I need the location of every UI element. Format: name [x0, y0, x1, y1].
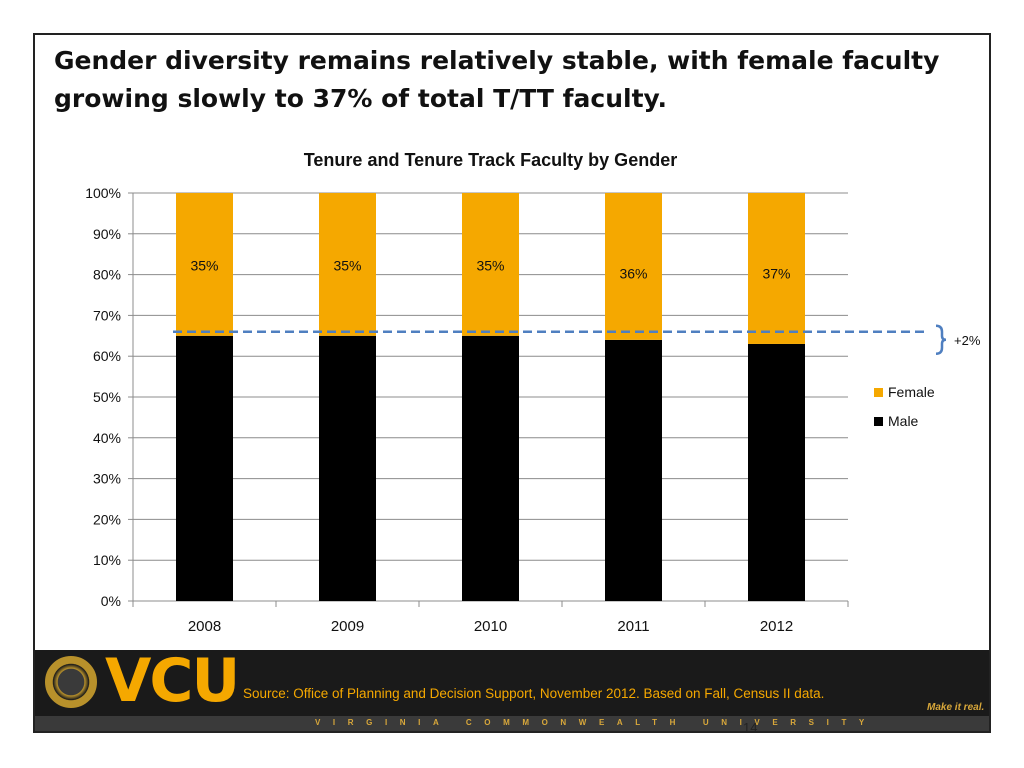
- university-seal-icon: [45, 656, 97, 708]
- bar-female-2009: [319, 193, 376, 336]
- chart: Tenure and Tenure Track Faculty by Gende…: [85, 150, 981, 635]
- source-note: Source: Office of Planning and Decision …: [243, 686, 825, 701]
- bar-male-2010: [462, 335, 519, 601]
- y-tick-label: 50%: [93, 389, 121, 405]
- annotation-text: +2%: [954, 333, 981, 348]
- data-label-female-2011: 36%: [619, 266, 647, 282]
- y-tick-label: 80%: [93, 267, 121, 283]
- bar-male-2011: [605, 339, 662, 601]
- x-tick-label: 2010: [474, 618, 507, 635]
- bar-male-2009: [319, 335, 376, 601]
- data-label-female-2010: 35%: [476, 258, 504, 274]
- bar-male-2012: [748, 343, 805, 601]
- y-tick-label: 10%: [93, 552, 121, 568]
- legend-label-female: Female: [888, 384, 935, 400]
- tagline: Make it real.: [927, 702, 985, 713]
- y-tick-label: 70%: [93, 307, 121, 323]
- y-tick-label: 40%: [93, 430, 121, 446]
- vcu-logo: VCU: [105, 646, 240, 716]
- page-number: 14: [743, 720, 758, 735]
- university-name: VIRGINIA COMMONWEALTH UNIVERSITY: [315, 718, 877, 727]
- data-label-female-2008: 35%: [190, 258, 218, 274]
- legend-swatch-female: [874, 388, 883, 397]
- y-tick-label: 90%: [93, 226, 121, 242]
- x-tick-label: 2009: [331, 618, 364, 635]
- y-tick-label: 60%: [93, 348, 121, 364]
- data-label-female-2009: 35%: [333, 258, 361, 274]
- y-tick-label: 100%: [85, 185, 121, 201]
- slide-headline: Gender diversity remains relatively stab…: [54, 46, 940, 113]
- bar-female-2010: [462, 193, 519, 336]
- y-tick-label: 20%: [93, 511, 121, 527]
- x-tick-label: 2008: [188, 618, 221, 635]
- data-label-female-2012: 37%: [762, 266, 790, 282]
- bar-male-2008: [176, 335, 233, 601]
- x-tick-label: 2011: [617, 618, 649, 635]
- bar-female-2012: [748, 193, 805, 344]
- legend-label-male: Male: [888, 413, 919, 429]
- x-tick-label: 2012: [760, 618, 793, 635]
- annotation-bracket-icon: [935, 324, 947, 356]
- footer: VCU Source: Office of Planning and Decis…: [35, 646, 989, 731]
- legend-swatch-male: [874, 417, 883, 426]
- y-tick-label: 30%: [93, 471, 121, 487]
- chart-title: Tenure and Tenure Track Faculty by Gende…: [304, 150, 677, 170]
- bar-female-2008: [176, 193, 233, 336]
- y-tick-label: 0%: [101, 593, 121, 609]
- bar-female-2011: [605, 193, 662, 340]
- footer-band: [35, 716, 989, 731]
